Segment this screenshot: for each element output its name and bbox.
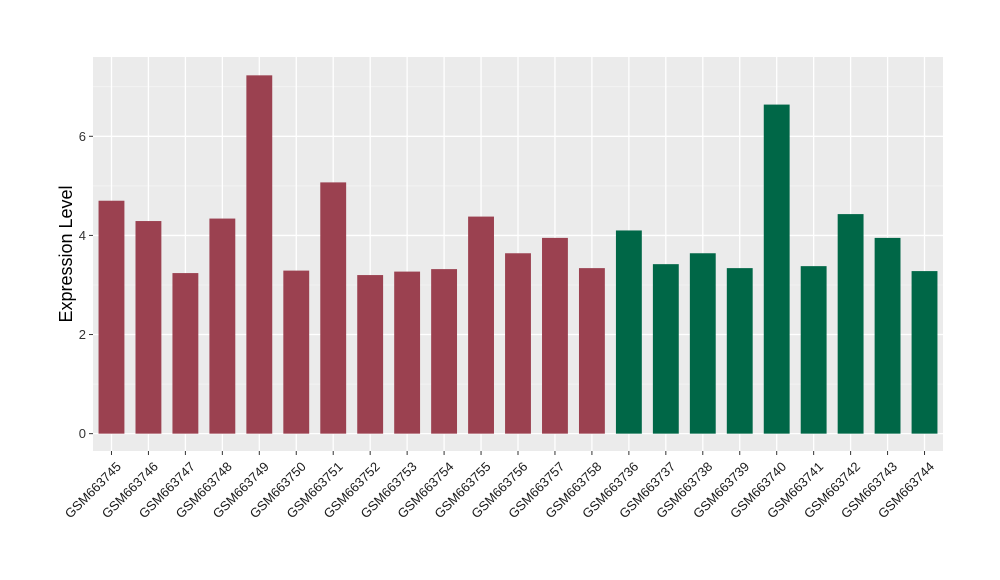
y-axis-title: Expression Level — [56, 185, 76, 322]
bar-GSM663752 — [357, 275, 384, 434]
bar-GSM663748 — [209, 218, 236, 434]
bar-GSM663757 — [542, 237, 568, 434]
bar-GSM663749 — [246, 75, 273, 434]
bar-GSM663756 — [505, 253, 531, 434]
bar-GSM663747 — [172, 273, 199, 434]
bar-GSM663736 — [615, 230, 642, 434]
bars-group — [98, 75, 938, 434]
bar-GSM663751 — [320, 182, 347, 434]
bar-GSM663753 — [394, 271, 421, 434]
x-axis: GSM663745GSM663746GSM663747GSM663748GSM6… — [62, 451, 937, 521]
bar-GSM663739 — [726, 268, 753, 434]
bar-GSM663743 — [874, 237, 901, 434]
bar-GSM663738 — [689, 253, 716, 434]
bar-GSM663750 — [283, 270, 310, 434]
bar-GSM663737 — [652, 264, 679, 434]
bar-GSM663755 — [468, 216, 494, 434]
bar-GSM663742 — [837, 214, 864, 434]
y-tick-label: 0 — [79, 426, 86, 441]
y-tick-label: 6 — [79, 129, 86, 144]
bar-GSM663758 — [578, 268, 605, 434]
bar-GSM663741 — [800, 266, 827, 434]
bar-GSM663745 — [98, 200, 125, 434]
y-tick-label: 2 — [79, 327, 86, 342]
y-tick-label: 4 — [79, 228, 86, 243]
y-axis: 0 2 4 6 — [79, 129, 93, 441]
bar-GSM663744 — [911, 271, 938, 434]
bar-GSM663740 — [763, 104, 790, 434]
bar-GSM663754 — [431, 269, 458, 434]
bar-GSM663746 — [135, 221, 162, 434]
